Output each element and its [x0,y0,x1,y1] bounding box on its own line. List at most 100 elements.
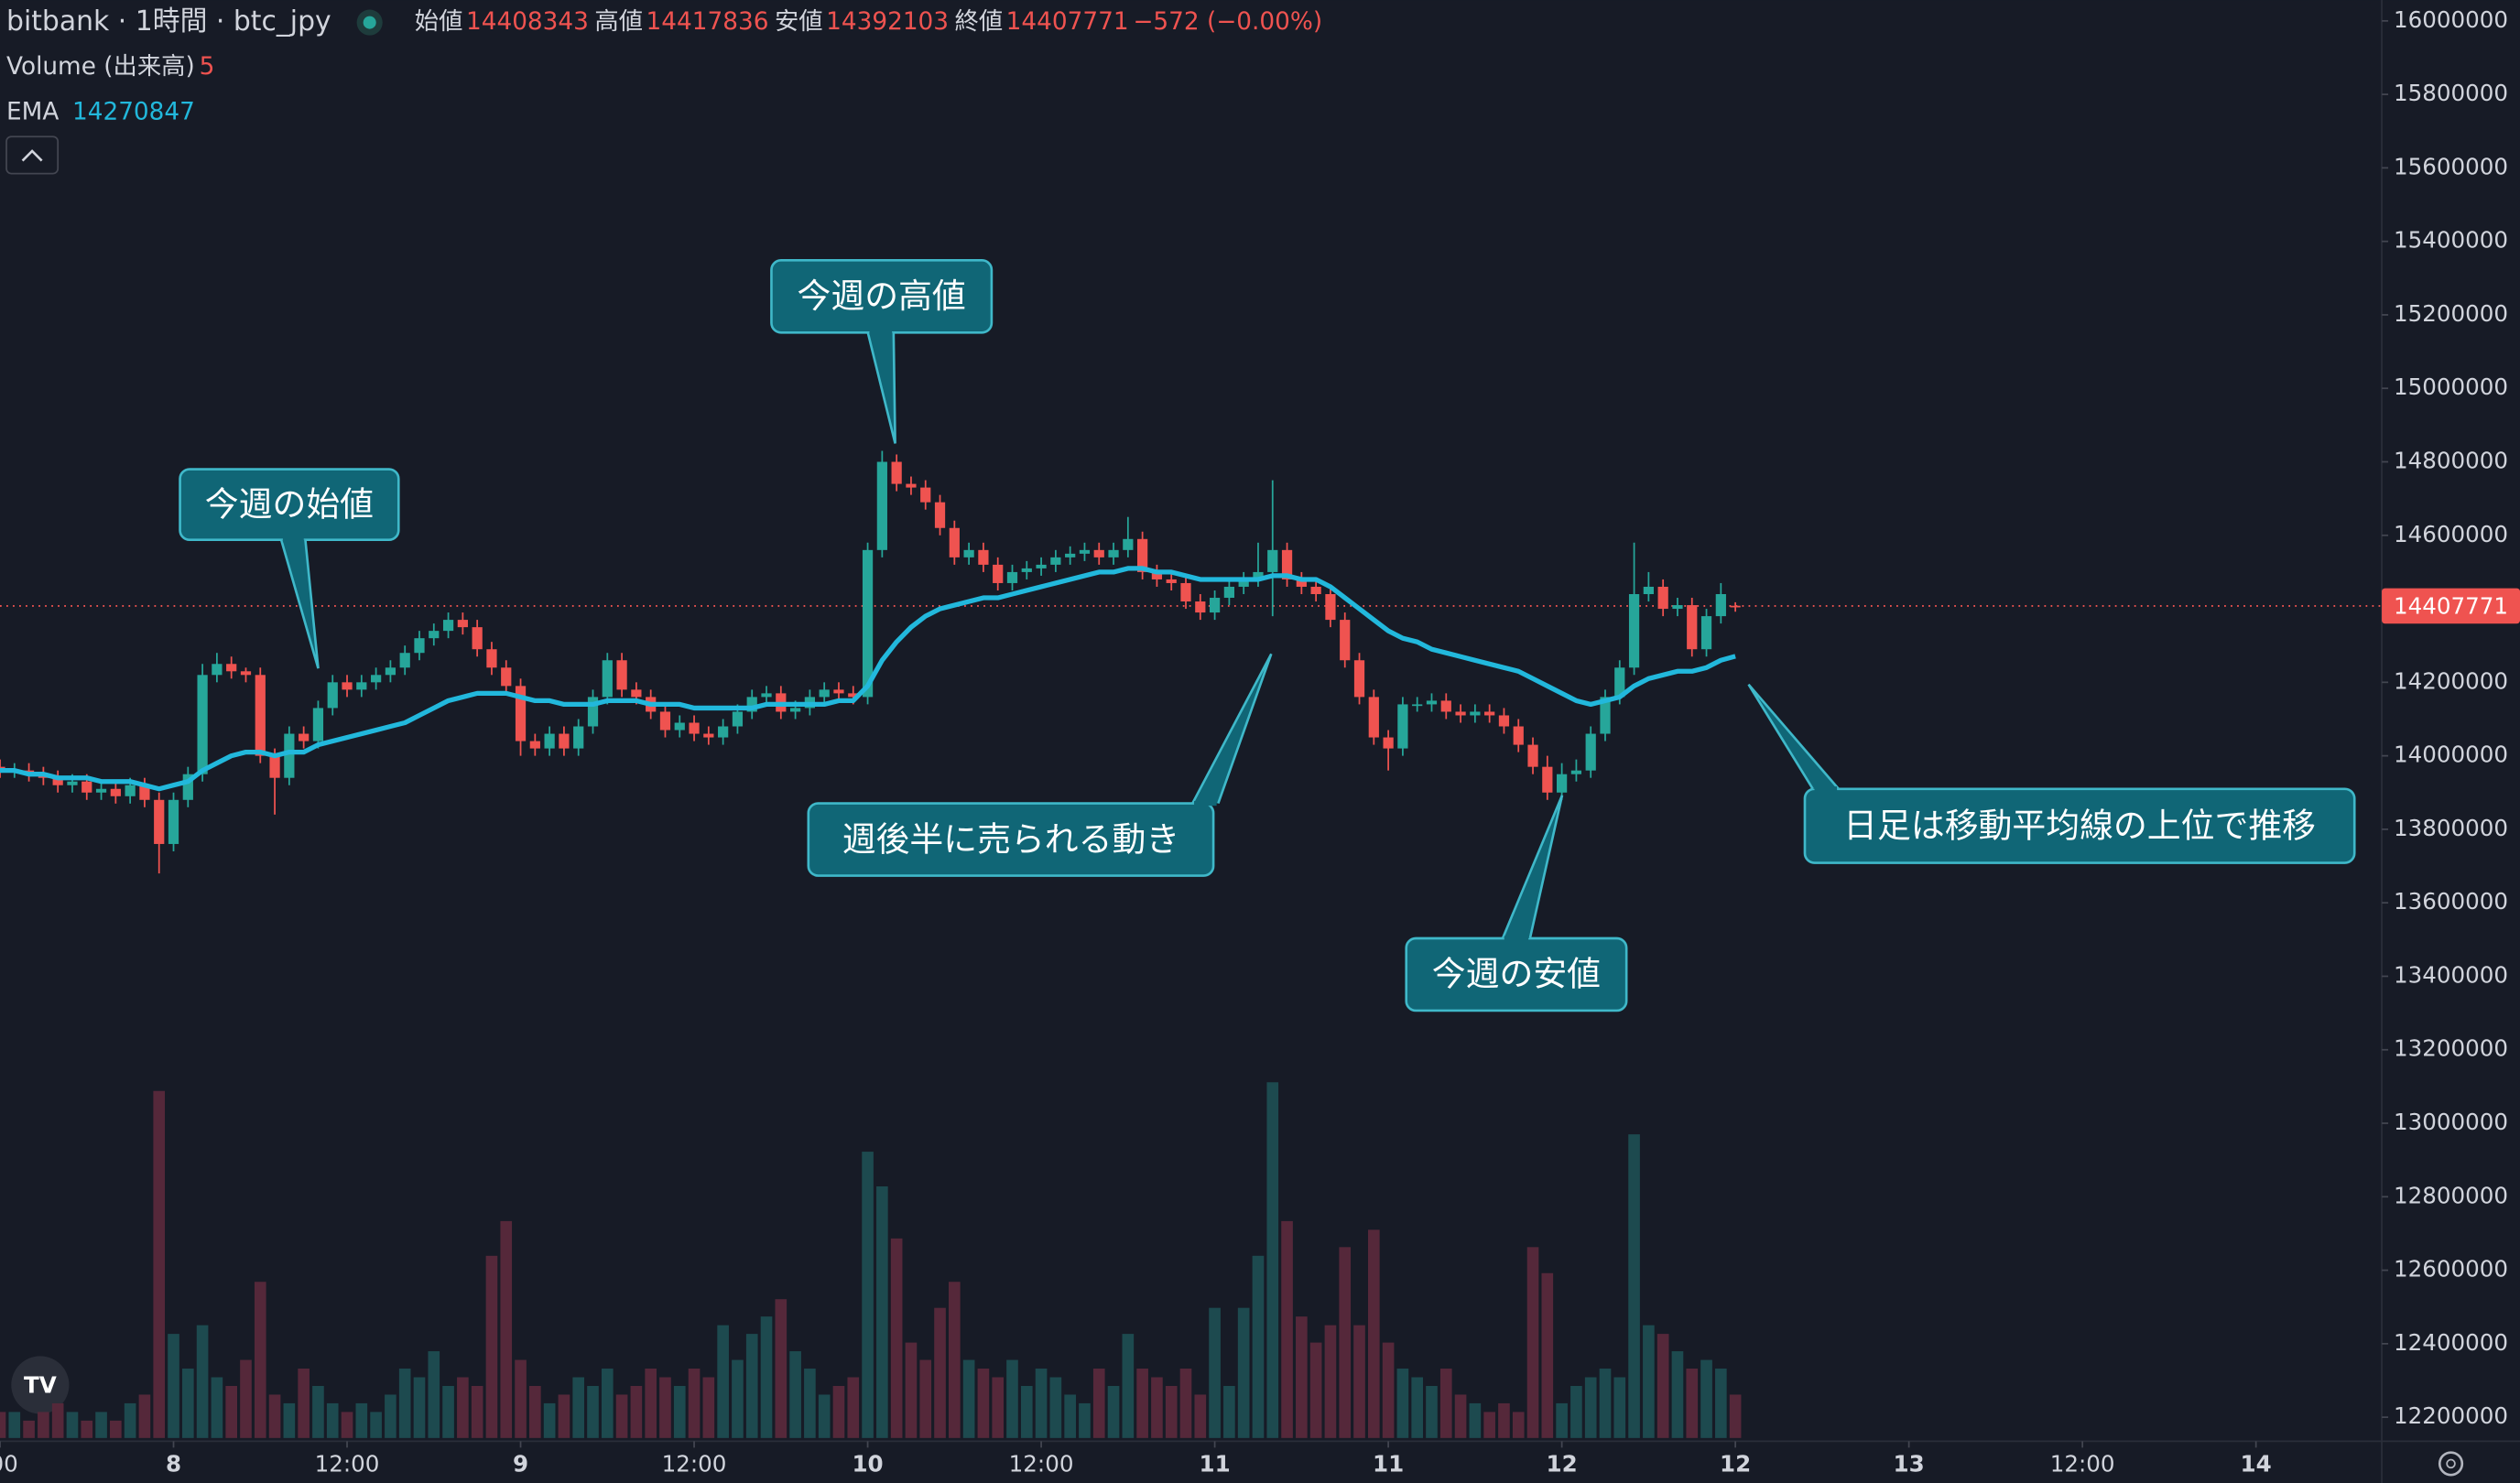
collapse-button[interactable] [5,135,60,175]
candle-body [1513,726,1524,745]
candle-body [1123,538,1134,550]
volume-bar [543,1402,556,1438]
volume-bar [1411,1377,1424,1438]
volume-bar [1353,1325,1365,1438]
volume-bar [1686,1369,1699,1438]
volume-bar [1526,1247,1539,1438]
volume-bar [23,1420,35,1438]
volume-bar [789,1351,801,1438]
candle-body [891,461,902,484]
candle-body [1585,733,1596,771]
callout-text: 今週の高値 [798,276,966,316]
volume-bar [1556,1402,1568,1438]
callout-pointer-edge [279,539,320,669]
volume-bar [1122,1334,1135,1438]
candle-body [1296,579,1307,587]
ema-line [0,566,1736,792]
volume-bar [500,1220,513,1438]
tv-logo[interactable] [11,1356,70,1414]
candle-body [269,755,280,778]
volume-bar [659,1377,671,1438]
candle-body [182,774,193,800]
volume-bar [1252,1255,1265,1438]
volume-bar [1512,1412,1525,1438]
candle-body [240,671,252,676]
callout-gap [1504,936,1529,941]
y-tick-label: 12800000 [2394,1182,2508,1208]
volume-bar [1079,1402,1091,1438]
volume-bar [1498,1402,1510,1438]
callout: 日足は移動平均線の上位で推移 [1747,683,2356,864]
y-tick-label: 16000000 [2394,6,2508,33]
y-tick-label: 13400000 [2394,961,2508,988]
candle-body [703,733,714,738]
volume-bar [630,1385,643,1438]
volume-bar [919,1359,932,1438]
y-tick-label: 15000000 [2394,373,2508,400]
candle-body [442,620,454,632]
y-tick-label: 14200000 [2394,667,2508,694]
volume-bar [1092,1369,1105,1438]
volume-bar [81,1420,93,1438]
volume-bar [1570,1385,1582,1438]
volume-bar [775,1299,788,1438]
volume-bar [572,1377,585,1438]
settings-icon[interactable] [2438,1451,2464,1477]
candle-body [602,660,613,698]
candle-body [963,549,974,557]
candle-body [95,788,107,793]
volume-bar [1483,1412,1495,1438]
volume-bar [398,1369,411,1438]
candle-body [1715,594,1726,617]
volume-bar [442,1385,454,1438]
volume-bar [732,1359,744,1438]
tv-logo-mark: TV [24,1372,57,1399]
candle-body [457,620,468,628]
callout-gap [282,537,304,543]
volume-bar [95,1412,107,1438]
candle-body [1353,660,1365,698]
volume-bar [1599,1369,1612,1438]
volume-bar [890,1238,903,1438]
x-tick-label: 12:00 [662,1451,727,1478]
volume-bar [515,1359,527,1438]
callout: 今週の高値 [770,259,994,444]
callout-text: 日足は移動平均線の上位で推移 [1843,806,2316,845]
volume-bar [1643,1325,1655,1438]
volume-bar [1656,1334,1669,1438]
volume-bar [485,1255,498,1438]
x-tick-label: 8 [166,1451,181,1478]
y-tick-label: 13800000 [2394,815,2508,841]
candle-body [1340,620,1351,661]
candle-body [312,708,324,742]
candle-body [674,722,685,731]
candle-body [659,711,671,731]
volume-bar [168,1334,179,1438]
candle-body [1383,737,1394,749]
volume-bar [745,1334,758,1438]
candle-body [616,660,627,690]
candle-body [848,693,859,698]
volume-bar [601,1369,614,1438]
volume-bar [1179,1369,1192,1438]
volume-bar [1628,1134,1640,1438]
candle-body [284,733,295,778]
candle-body [168,799,179,844]
candle-body [1700,616,1712,650]
volume-bar [1151,1377,1163,1438]
candle-body [226,664,237,672]
volume-bar [529,1385,541,1438]
volume-bar [1469,1402,1482,1438]
header: bitbank · 1時間 · btc_jpy 始値 14408343 高値 1… [5,5,1322,175]
volume-bar [1296,1316,1308,1438]
volume-bar [51,1402,64,1438]
volume-bar [1396,1369,1409,1438]
y-tick-label: 14800000 [2394,447,2508,473]
candle-body [1672,605,1683,610]
volume-bar [254,1282,266,1438]
status-dot [363,16,376,29]
x-tick-label: 12:00 [2050,1451,2115,1478]
x-tick-label: 13 [1894,1451,1925,1478]
volume-bar [673,1385,686,1438]
